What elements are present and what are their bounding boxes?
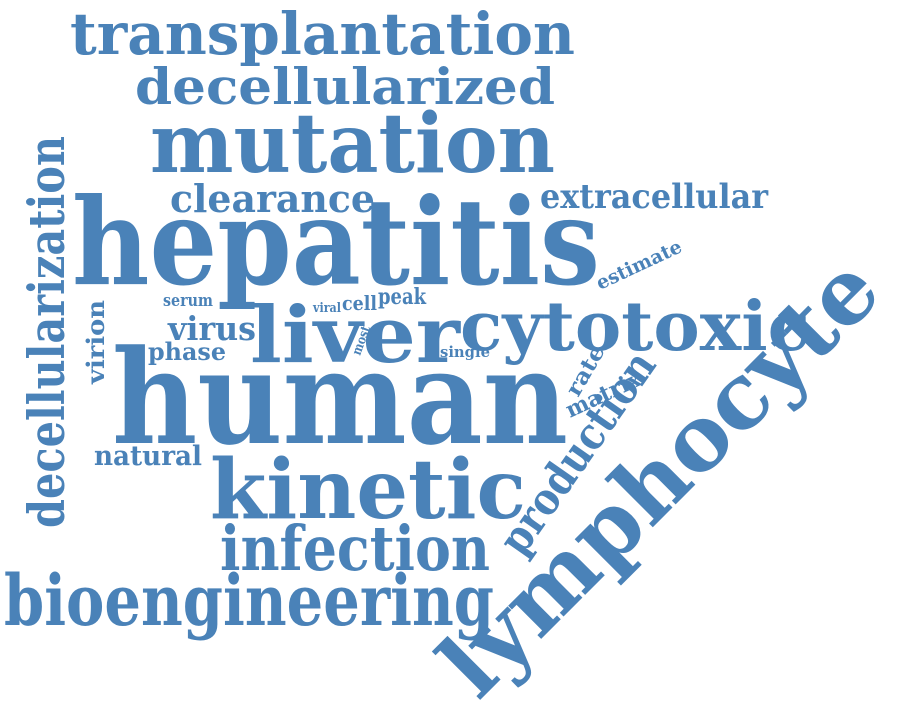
word-decellularization: decellularization <box>17 136 76 528</box>
word-estimate: estimate <box>593 236 686 295</box>
word-viral: viral <box>312 301 341 316</box>
word-bioengineering: bioengineering <box>4 559 494 642</box>
word-cytotoxic: cytotoxic <box>460 287 810 367</box>
word-peak: peak <box>378 284 427 310</box>
word-cell: cell <box>342 291 377 315</box>
word-decellularized: decellularized <box>135 57 555 116</box>
word-hepatitis: hepatitis <box>72 172 600 313</box>
word-kinetic: kinetic <box>210 442 526 538</box>
word-virion: virion <box>81 300 110 385</box>
word-serum: serum <box>163 291 213 311</box>
word-transplantation: transplantation <box>70 0 575 68</box>
word-liver: liver <box>250 290 461 381</box>
word-clearance: clearance <box>170 176 375 221</box>
word-virus: virus <box>167 309 256 348</box>
word-single: single <box>440 343 490 361</box>
word-human: human <box>112 321 568 474</box>
word-natural: natural <box>94 441 202 472</box>
word-infection: infection <box>220 512 490 585</box>
word-extracellular: extracellular <box>540 177 769 217</box>
word-mutation: mutation <box>150 96 555 192</box>
word-phase: phase <box>148 337 226 366</box>
